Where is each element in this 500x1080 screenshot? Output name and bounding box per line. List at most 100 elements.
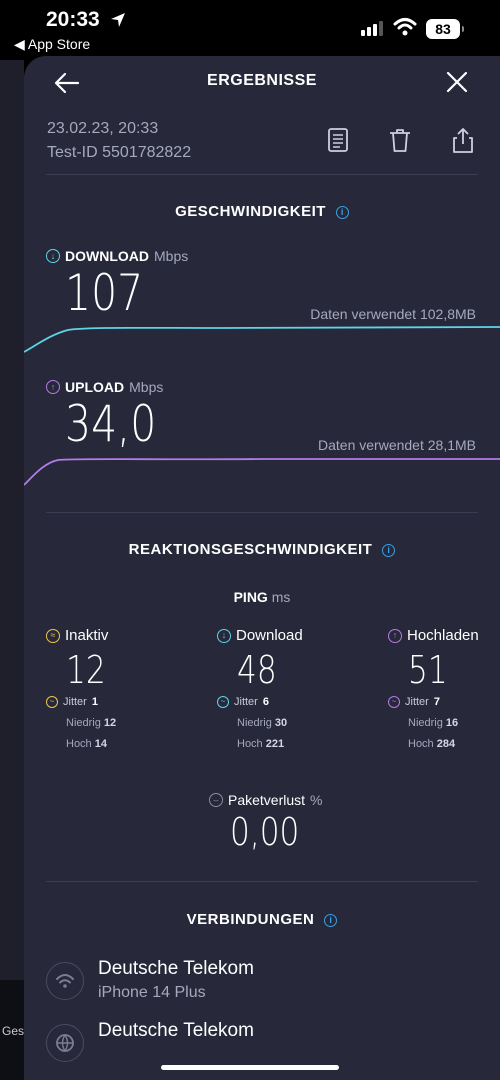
idle-icon: ≈ [46,628,60,643]
packet-loss-unit: % [310,792,323,808]
download-arrow-icon: ↓ [46,249,60,263]
background-app [0,60,24,1080]
ping-column-idle: ≈ Inaktiv 12 ~ Jitter 1 Niedrig 12 Hoch … [46,627,176,750]
divider [46,174,478,175]
trash-icon[interactable] [386,126,414,154]
low-value: 16 [445,717,459,729]
download-unit: Mbps [154,248,189,264]
divider [46,512,478,513]
ping-column-label: Download [236,627,303,644]
connections-title-text: VERBINDUNGEN [186,911,315,928]
page-title: ERGEBNISSE [207,72,317,89]
jitter-icon: ~ [46,696,58,708]
jitter-label: Jitter [405,696,429,708]
low-value: 12 [103,717,117,729]
connections-section-title: VERBINDUNGEN i [24,911,500,928]
jitter-row: ~ Jitter 6 [217,696,347,708]
ping-value: 12 [66,648,106,692]
close-icon[interactable] [444,69,470,95]
download-label: ↓ DOWNLOAD Mbps [46,248,188,264]
low-row: Niedrig 12 [66,717,176,729]
ping-value: 51 [408,648,448,692]
test-date: 23.02.23, 20:33 [47,120,159,137]
ping-column-label: Inaktiv [65,627,109,644]
speed-section-title: GESCHWINDIGKEIT i [24,203,500,220]
high-value: 284 [436,738,456,750]
ping-column-header: ↑ Hochladen [388,627,500,644]
upload-arrow-icon: ↑ [388,628,402,643]
jitter-icon: ~ [217,696,229,708]
arrow-left-icon[interactable] [52,68,82,98]
download-value: 107 [65,264,144,322]
provider-name: Deutsche Telekom [98,958,254,979]
wifi-status-icon [393,18,417,36]
jitter-value: 6 [262,696,269,708]
high-label: Hoch [237,738,263,750]
download-graph [24,326,500,353]
back-to-app-store-link[interactable]: ◀ App Store [14,36,91,52]
wifi-icon [46,962,84,1000]
battery-indicator: 83 [426,19,464,39]
info-icon[interactable]: i [324,914,338,927]
upload-arrow-icon: ↑ [46,380,60,394]
ping-label: PING ms [24,589,500,605]
ping-column-header: ≈ Inaktiv [46,627,176,644]
download-arrow-icon: ↓ [217,628,231,643]
low-label: Niedrig [237,717,272,729]
ping-label-text: PING [233,589,268,605]
low-label: Niedrig [66,717,101,729]
high-row: Hoch 14 [66,738,176,750]
high-value: 221 [265,738,285,750]
jitter-icon: ~ [388,696,400,708]
packet-loss-label-text: Paketverlust [228,792,306,808]
background-app-bottom [0,980,24,1080]
upload-graph [24,458,500,486]
packet-loss-label: – Paketverlust % [209,792,323,808]
results-sheet: ERGEBNISSE 23.02.23, 20:33 Test-ID 55017… [24,56,500,1080]
upload-value: 34,0 [65,395,157,453]
speed-title-text: GESCHWINDIGKEIT [175,203,326,220]
ping-value: 48 [237,648,277,692]
ping-unit: ms [271,589,291,605]
jitter-label: Jitter [63,696,87,708]
ping-column-download: ↓ Download 48 ~ Jitter 6 Niedrig 30 Hoch… [217,627,347,750]
background-app-text: Ges [2,1024,25,1038]
status-bar: 20:33 ◀ App Store 83 [0,0,500,58]
globe-icon [46,1024,84,1062]
low-row: Niedrig 16 [408,717,500,729]
packet-loss-value: 0,00 [230,810,300,854]
info-icon[interactable]: i [335,206,349,219]
info-icon[interactable]: i [382,544,396,557]
clock: 20:33 [46,8,100,31]
upload-unit: Mbps [129,379,164,395]
document-list-icon[interactable] [324,126,352,154]
high-row: Hoch 221 [237,738,347,750]
upload-label-text: UPLOAD [65,379,125,395]
high-value: 14 [94,738,107,750]
device-name: iPhone 14 Plus [98,984,206,1001]
ping-column-label: Hochladen [407,627,479,644]
download-data-used: Daten verwendet 102,8MB [310,306,476,322]
location-arrow-icon [111,13,125,27]
ping-column-header: ↓ Download [217,627,347,644]
upload-label: ↑ UPLOAD Mbps [46,379,163,395]
packet-loss-icon: – [209,793,223,807]
divider [46,881,478,882]
high-label: Hoch [408,738,434,750]
provider-name: Deutsche Telekom [98,1020,254,1041]
responsiveness-title-text: REAKTIONSGESCHWINDIGKEIT [128,541,373,558]
low-row: Niedrig 30 [237,717,347,729]
test-id: Test-ID 5501782822 [47,144,192,161]
jitter-label: Jitter [234,696,258,708]
download-label-text: DOWNLOAD [65,248,149,264]
jitter-value: 7 [433,696,440,708]
jitter-row: ~ Jitter 7 [388,696,500,708]
low-label: Niedrig [408,717,443,729]
low-value: 30 [274,717,288,729]
high-label: Hoch [66,738,92,750]
home-indicator[interactable] [161,1065,339,1070]
share-icon[interactable] [449,126,477,154]
cellular-signal-icon [361,20,383,36]
jitter-row: ~ Jitter 1 [46,696,176,708]
responsiveness-section-title: REAKTIONSGESCHWINDIGKEIT i [24,541,500,558]
